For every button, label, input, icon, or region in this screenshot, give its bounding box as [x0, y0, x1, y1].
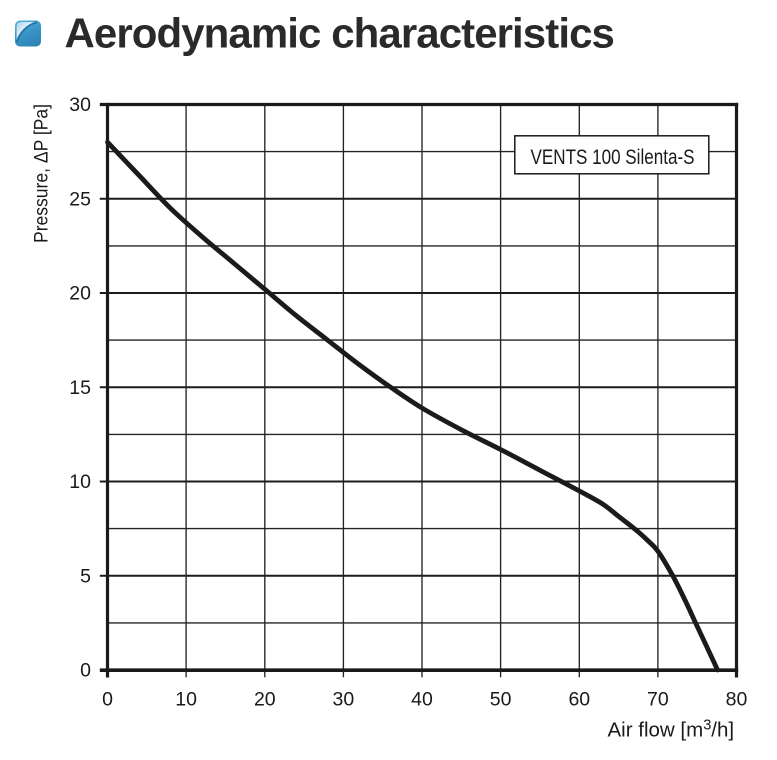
svg-text:10: 10 — [69, 471, 91, 493]
svg-text:60: 60 — [568, 688, 590, 710]
svg-text:20: 20 — [254, 688, 276, 710]
svg-text:30: 30 — [333, 688, 355, 710]
svg-text:VENTS 100 Silenta-S: VENTS 100 Silenta-S — [531, 146, 695, 169]
svg-text:25: 25 — [69, 188, 91, 210]
svg-text:15: 15 — [69, 377, 91, 399]
svg-text:0: 0 — [102, 688, 113, 710]
svg-text:5: 5 — [80, 565, 91, 587]
svg-text:10: 10 — [175, 688, 197, 710]
svg-text:30: 30 — [69, 94, 91, 116]
svg-text:20: 20 — [69, 283, 91, 305]
svg-text:0: 0 — [80, 660, 91, 682]
svg-text:70: 70 — [647, 688, 669, 710]
svg-text:Pressure, ΔP [Pa]: Pressure, ΔP [Pa] — [31, 104, 53, 243]
svg-text:Air flow [m3/h]: Air flow [m3/h] — [608, 717, 735, 741]
svg-text:50: 50 — [490, 688, 512, 710]
svg-text:80: 80 — [726, 688, 748, 710]
svg-text:40: 40 — [411, 688, 433, 710]
svg-text:Aerodynamic characteristics: Aerodynamic characteristics — [65, 10, 614, 57]
